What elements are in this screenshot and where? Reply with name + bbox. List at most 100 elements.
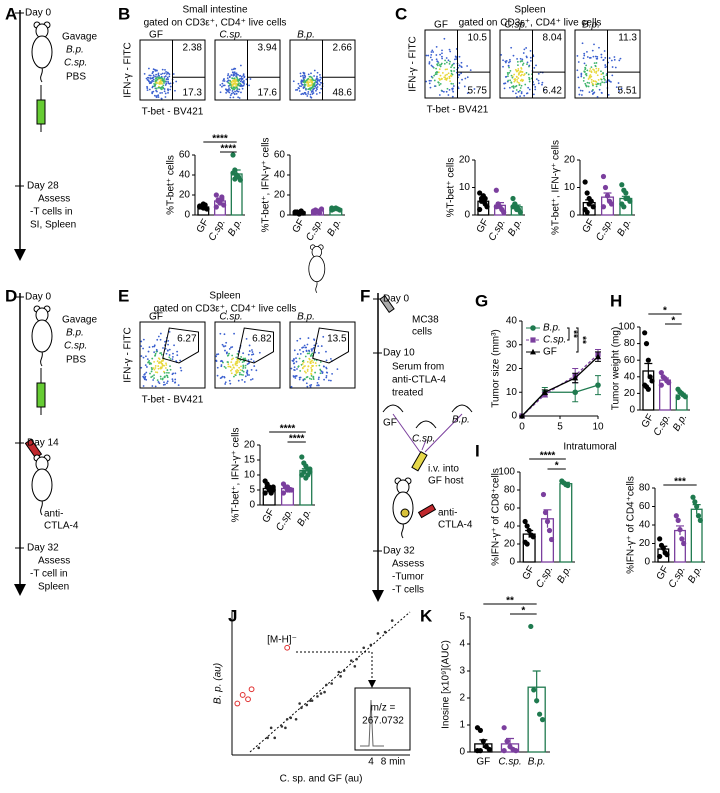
flow-event (528, 76, 531, 79)
flow-event (430, 64, 433, 67)
flow-event (449, 80, 452, 83)
flow-event (600, 53, 603, 56)
flow-event (228, 352, 230, 355)
flow-event (618, 59, 621, 62)
diagram-label: Assess (38, 556, 70, 567)
flow-event (298, 85, 301, 87)
flow-event (527, 86, 530, 89)
flow-event (176, 350, 179, 353)
flow-event (293, 369, 296, 372)
flow-event (596, 96, 599, 98)
flow-event (226, 80, 229, 83)
flow-event (216, 366, 219, 369)
x-tick-label: GF (261, 507, 277, 525)
data-point (600, 173, 607, 180)
data-point (682, 394, 688, 400)
flow-event (597, 68, 600, 70)
flow-event (590, 70, 593, 73)
flow-event (235, 72, 238, 75)
flow-event (525, 71, 528, 74)
diagram-label: i.v. into (428, 464, 459, 475)
data-point (339, 675, 342, 678)
flow-event (155, 87, 158, 90)
flow-event (233, 332, 235, 335)
flow-event (323, 365, 325, 368)
diagram-label: Day 0 (383, 294, 410, 305)
data-point (300, 210, 306, 216)
data-point (548, 536, 555, 543)
flow-event (305, 371, 307, 374)
flow-event (253, 365, 256, 367)
flow-event (579, 89, 582, 92)
diagram-label: -Tumor (392, 572, 425, 583)
y-tick-label: 60 (504, 503, 516, 514)
flow-event (234, 85, 237, 88)
flow-event (537, 82, 540, 85)
flow-event (248, 84, 250, 87)
serum-arrows (392, 413, 463, 453)
data-point (286, 487, 293, 493)
flow-event (300, 85, 302, 88)
flow-event (307, 77, 310, 80)
flow-event (236, 361, 239, 364)
flow-event (325, 376, 328, 379)
flow-event (318, 83, 321, 86)
plot-label: C.sp. (219, 312, 242, 323)
mouse-icon (31, 454, 53, 516)
data-point (649, 378, 655, 384)
flow-event (175, 360, 178, 362)
flow-event (220, 364, 223, 366)
flow-event (590, 75, 593, 78)
data-point (262, 490, 268, 496)
significance-label: **** (221, 144, 237, 155)
gate-line (247, 40, 280, 100)
flow-event (592, 55, 595, 58)
x-tick-label: C.sp. (498, 757, 521, 768)
y-tick-label: 80 (624, 338, 636, 349)
flow-event (515, 76, 518, 78)
flow-event (528, 80, 531, 83)
flow-event (543, 89, 546, 91)
flow-event (619, 57, 622, 60)
flow-event (299, 75, 302, 78)
flow-event (149, 77, 152, 80)
flow-event (231, 68, 233, 71)
data-point (305, 472, 311, 478)
flow-event (142, 338, 145, 341)
flow-event (243, 76, 246, 79)
flow-event (435, 45, 438, 48)
flow-event (156, 78, 159, 81)
flow-event (166, 371, 168, 374)
flow-event (430, 51, 433, 53)
flow-event (443, 76, 446, 79)
flow-event (329, 379, 332, 382)
flow-event (156, 379, 159, 382)
flow-event (519, 87, 522, 89)
flow-event (252, 353, 255, 356)
diagram-label: B.p. (66, 45, 84, 56)
flow-event (325, 371, 328, 374)
panel-letter: K (420, 606, 433, 625)
flow-event (516, 70, 518, 73)
data-point (298, 702, 301, 705)
flow-event (583, 77, 585, 79)
flow-event (179, 359, 182, 362)
annotation: m/z = (371, 703, 396, 714)
flow-event (164, 367, 167, 369)
y-tick-label: 0 (644, 557, 650, 568)
flow-event (242, 73, 245, 76)
flow-event (309, 93, 312, 96)
flow-event (309, 96, 312, 98)
flow-event (507, 79, 510, 82)
flow-event (313, 344, 316, 347)
flow-event (617, 82, 620, 84)
x-tick-label: GF (521, 564, 537, 582)
flow-event (514, 78, 517, 80)
flow-event (440, 62, 443, 65)
flow-event (160, 81, 162, 84)
data-point (681, 540, 687, 547)
flow-event (516, 78, 518, 81)
flow-event (251, 353, 253, 356)
data-point (477, 206, 483, 213)
y-tick-label: 0 (509, 557, 515, 568)
